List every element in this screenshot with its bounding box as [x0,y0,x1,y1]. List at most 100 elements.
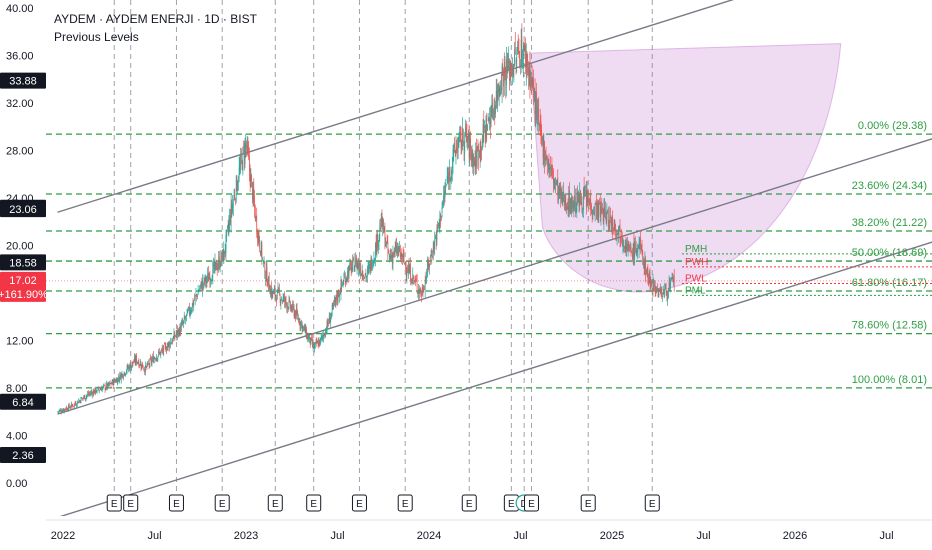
time-axis[interactable]: 2022 Jul 2023 Jul 2024 Jul 2025 Jul 2026 Jul [46,519,932,542]
earnings-marker-3[interactable] [214,494,230,512]
candle-body [635,244,637,255]
candle-body [229,215,230,226]
candle-body [640,246,642,247]
candle-body [448,173,449,184]
candle-body [545,156,547,161]
candle-body [243,146,244,148]
candle-body [564,194,565,205]
candle-body [653,282,655,287]
candle-body [599,203,600,205]
candle-body [408,265,410,273]
candle-body [439,213,441,225]
earnings-marker-11[interactable] [523,494,539,512]
earnings-marker-label-0: E [111,499,118,510]
earnings-marker-1[interactable] [123,494,139,512]
x-tick-label-2: 2023 [234,530,258,542]
candle-body [280,300,282,304]
candle-body [323,333,325,336]
x-tick-label-1: Jul [147,530,161,542]
candle-body [202,281,203,291]
candle-body [309,335,310,340]
candle-body [586,191,588,205]
earnings-marker-2[interactable] [168,494,184,512]
candle-body [195,294,197,295]
earnings-marker-0[interactable] [106,494,122,512]
candle-body [474,160,476,168]
candle-body [120,374,122,380]
candle-body [503,71,504,87]
candle-body [281,299,282,300]
candle-body [469,139,471,159]
candle-body [625,245,627,252]
candle-body [134,357,135,362]
candle-body [252,188,254,200]
candle-body [458,136,460,146]
candle-body [651,289,653,291]
candle-body [608,226,610,228]
candle-body [60,409,61,411]
candle-body [127,366,129,369]
earnings-marker-13[interactable] [644,494,660,512]
candle-body [325,330,327,332]
earnings-marker-5[interactable] [306,494,322,512]
candle-body [531,79,532,83]
candle-body [602,213,604,222]
candle-body [424,289,425,290]
candle-body [567,206,569,211]
candle-body [251,174,252,181]
candle-body [221,256,222,260]
candle-body [652,280,654,292]
candle-body [441,207,443,214]
candle-body [365,272,367,278]
candle-body [634,241,636,258]
candle-body [246,141,248,147]
candle-body [240,155,241,168]
candle-body [69,407,71,409]
candle-body [583,186,585,197]
candle-body [300,321,302,328]
candle-body [430,255,432,257]
candle-body [110,382,112,385]
symbol-title[interactable]: AYDEM · AYDEM ENERJI · 1D · BIST [54,12,257,26]
candle-body [417,291,419,293]
candle-body [185,318,187,320]
candle-body [130,363,132,369]
candle-body [261,243,263,260]
candle-body [366,269,368,278]
candle-body [143,369,145,370]
candle-body [257,232,259,242]
candle-body [524,45,526,50]
indicator-title[interactable]: Previous Levels [54,30,139,44]
candle-body [187,310,189,312]
candle-body [613,221,615,231]
candle-body [265,268,267,277]
candle-body [340,281,342,294]
candle-body [380,227,381,231]
candle-body [461,144,463,145]
candle-body [603,206,605,222]
candle-body [613,230,614,232]
earnings-marker-7[interactable] [397,494,413,512]
candle-body [219,266,221,268]
candle-body [276,289,278,300]
candle-body [419,289,421,292]
earnings-marker-12[interactable] [580,494,596,512]
candle-body [517,49,519,50]
candle-body [475,149,477,170]
candle-body [632,252,633,259]
candle-body [650,280,652,284]
candle-body [508,57,510,69]
earnings-marker-4[interactable] [267,494,283,512]
candle-body [478,145,480,160]
candle-body [58,410,60,412]
candle-body [82,397,84,399]
candle-body [259,239,261,249]
candle-body [668,287,669,299]
candle-body [222,249,224,262]
candle-body [85,396,87,399]
earnings-marker-6[interactable] [351,494,367,512]
candle-body [657,287,658,289]
earnings-marker-8[interactable] [461,494,477,512]
candle-body [141,363,143,370]
